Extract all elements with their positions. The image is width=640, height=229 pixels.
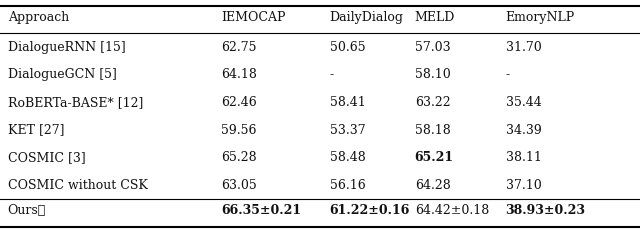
Text: KET [27]: KET [27] <box>8 124 64 136</box>
Text: 38.11: 38.11 <box>506 151 541 164</box>
Text: 58.18: 58.18 <box>415 124 451 136</box>
Text: 58.48: 58.48 <box>330 151 365 164</box>
Text: 64.28: 64.28 <box>415 179 451 192</box>
Text: COSMIC [3]: COSMIC [3] <box>8 151 85 164</box>
Text: Approach: Approach <box>8 11 69 24</box>
Text: 35.44: 35.44 <box>506 96 541 109</box>
Text: 61.22±0.16: 61.22±0.16 <box>330 204 410 217</box>
Text: 63.05: 63.05 <box>221 179 257 192</box>
Text: 66.35±0.21: 66.35±0.21 <box>221 204 301 217</box>
Text: DailyDialog: DailyDialog <box>330 11 404 24</box>
Text: 62.75: 62.75 <box>221 41 256 54</box>
Text: COSMIC without CSK: COSMIC without CSK <box>8 179 148 192</box>
Text: -: - <box>330 68 333 81</box>
Text: 57.03: 57.03 <box>415 41 451 54</box>
Text: 62.46: 62.46 <box>221 96 257 109</box>
Text: RoBERTa-BASE* [12]: RoBERTa-BASE* [12] <box>8 96 143 109</box>
Text: EmoryNLP: EmoryNLP <box>506 11 575 24</box>
Text: 64.18: 64.18 <box>221 68 257 81</box>
Text: 59.56: 59.56 <box>221 124 256 136</box>
Text: 37.10: 37.10 <box>506 179 541 192</box>
Text: MELD: MELD <box>415 11 455 24</box>
Text: DialogueGCN [5]: DialogueGCN [5] <box>8 68 116 81</box>
Text: 53.37: 53.37 <box>330 124 365 136</box>
Text: 58.41: 58.41 <box>330 96 365 109</box>
Text: 31.70: 31.70 <box>506 41 541 54</box>
Text: DialogueRNN [15]: DialogueRNN [15] <box>8 41 125 54</box>
Text: 50.65: 50.65 <box>330 41 365 54</box>
Text: Ours⋆: Ours⋆ <box>8 204 46 217</box>
Text: 65.28: 65.28 <box>221 151 257 164</box>
Text: 34.39: 34.39 <box>506 124 541 136</box>
Text: 64.42±0.18: 64.42±0.18 <box>415 204 489 217</box>
Text: 63.22: 63.22 <box>415 96 451 109</box>
Text: IEMOCAP: IEMOCAP <box>221 11 285 24</box>
Text: -: - <box>506 68 509 81</box>
Text: 65.21: 65.21 <box>415 151 454 164</box>
Text: 56.16: 56.16 <box>330 179 365 192</box>
Text: 38.93±0.23: 38.93±0.23 <box>506 204 586 217</box>
Text: 58.10: 58.10 <box>415 68 451 81</box>
